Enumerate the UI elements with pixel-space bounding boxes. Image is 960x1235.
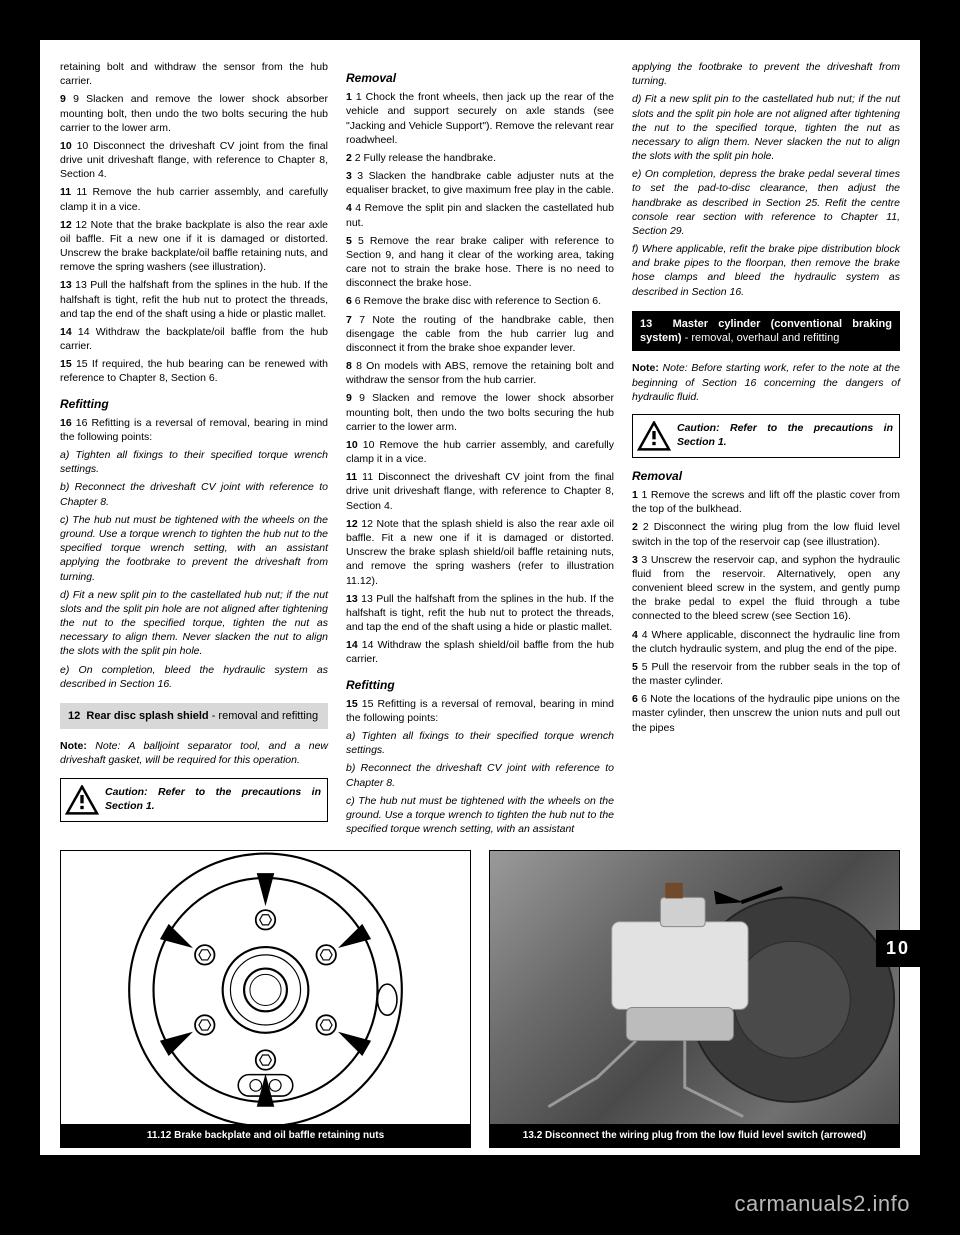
list-item: b) Reconnect the driveshaft CV joint wit…	[346, 761, 614, 789]
caution-box: Caution: Refer to the precautions in Sec…	[60, 778, 328, 822]
body-text: 10 10 Remove the hub carrier assembly, a…	[346, 438, 614, 466]
caution-box: Caution: Refer to the precautions in Sec…	[632, 414, 900, 458]
body-text: retaining bolt and withdraw the sensor f…	[60, 60, 328, 88]
column-2: Removal 1 1 Chock the front wheels, then…	[346, 60, 614, 840]
figure-row: 11.12 Brake backplate and oil baffle ret…	[40, 850, 920, 1154]
callout-arrow-icon	[714, 891, 743, 905]
figure-caption: 11.12 Brake backplate and oil baffle ret…	[60, 1125, 471, 1148]
figure-11-12: 11.12 Brake backplate and oil baffle ret…	[60, 850, 471, 1148]
caution-text: Caution: Refer to the precautions in Sec…	[677, 422, 893, 449]
list-item: e) On completion, bleed the hydraulic sy…	[60, 663, 328, 691]
body-text: 10 10 Disconnect the driveshaft CV joint…	[60, 139, 328, 182]
body-text: 12 12 Note that the brake backplate is a…	[60, 218, 328, 275]
removal-heading: Removal	[346, 70, 614, 86]
warning-triangle-icon	[65, 785, 99, 815]
list-item: e) On completion, depress the brake peda…	[632, 167, 900, 238]
photo-master-cylinder	[489, 850, 900, 1125]
warning-triangle-icon	[637, 421, 671, 451]
list-item: applying the footbrake to prevent the dr…	[632, 60, 900, 88]
body-text: 14 14 Withdraw the backplate/oil baffle …	[60, 325, 328, 353]
removal-heading: Removal	[632, 468, 900, 484]
note-text: Note: Note: Before starting work, refer …	[632, 361, 900, 404]
list-item: a) Tighten all fixings to their specifie…	[346, 729, 614, 757]
body-text: 11 11 Disconnect the driveshaft CV joint…	[346, 470, 614, 513]
body-text: 4 4 Where applicable, disconnect the hyd…	[632, 628, 900, 656]
figure-13-2: 13.2 Disconnect the wiring plug from the…	[489, 850, 900, 1148]
body-text: 5 5 Pull the reservoir from the rubber s…	[632, 660, 900, 688]
column-3: applying the footbrake to prevent the dr…	[632, 60, 900, 840]
diagram-hub-nuts	[60, 850, 471, 1125]
section-13-header: 13 Master cylinder (conventional braking…	[632, 311, 900, 352]
body-text: 7 7 Note the routing of the handbrake ca…	[346, 313, 614, 356]
body-text: 5 5 Remove the rear brake caliper with r…	[346, 234, 614, 291]
note-text: Note: Note: A balljoint separator tool, …	[60, 739, 328, 767]
refitting-heading: Refitting	[346, 677, 614, 693]
list-item: c) The hub nut must be tightened with th…	[346, 794, 614, 837]
list-item: c) The hub nut must be tightened with th…	[60, 513, 328, 584]
column-1: retaining bolt and withdraw the sensor f…	[60, 60, 328, 840]
body-text: 8 8 On models with ABS, remove the retai…	[346, 359, 614, 387]
hub-diagram-svg	[61, 851, 470, 1124]
manual-page: retaining bolt and withdraw the sensor f…	[40, 40, 920, 1155]
photo-overlay-svg	[490, 851, 899, 1124]
figure-caption: 13.2 Disconnect the wiring plug from the…	[489, 1125, 900, 1148]
page-tab: 10	[876, 930, 920, 967]
body-text: 14 14 Withdraw the splash shield/oil baf…	[346, 638, 614, 666]
list-item: f) Where applicable, refit the brake pip…	[632, 242, 900, 299]
body-text: 3 3 Slacken the handbrake cable adjuster…	[346, 169, 614, 197]
body-text: 15 15 If required, the hub bearing can b…	[60, 357, 328, 385]
watermark-text: carmanuals2.info	[734, 1191, 910, 1217]
list-item: d) Fit a new split pin to the castellate…	[632, 92, 900, 163]
body-text: 1 1 Chock the front wheels, then jack up…	[346, 90, 614, 147]
body-text: 6 6 Remove the brake disc with reference…	[346, 294, 614, 308]
body-text: 9 9 Slacken and remove the lower shock a…	[60, 92, 328, 135]
caution-text: Caution: Refer to the precautions in Sec…	[105, 786, 321, 813]
body-text: 3 3 Unscrew the reservoir cap, and sypho…	[632, 553, 900, 624]
list-item: a) Tighten all fixings to their specifie…	[60, 448, 328, 476]
body-text: 4 4 Remove the split pin and slacken the…	[346, 201, 614, 229]
body-text: 13 13 Pull the halfshaft from the spline…	[346, 592, 614, 635]
list-item: b) Reconnect the driveshaft CV joint wit…	[60, 480, 328, 508]
body-text: 6 6 Note the locations of the hydraulic …	[632, 692, 900, 735]
text-columns: retaining bolt and withdraw the sensor f…	[40, 40, 920, 850]
body-text: 13 13 Pull the halfshaft from the spline…	[60, 278, 328, 321]
list-item: d) Fit a new split pin to the castellate…	[60, 588, 328, 659]
body-text: 2 2 Disconnect the wiring plug from the …	[632, 520, 900, 548]
section-12-header: 12 Rear disc splash shield - removal and…	[60, 703, 328, 729]
body-text: 12 12 Note that the splash shield is als…	[346, 517, 614, 588]
body-text: 9 9 Slacken and remove the lower shock a…	[346, 391, 614, 434]
body-text: 1 1 Remove the screws and lift off the p…	[632, 488, 900, 516]
body-text: 15 15 Refitting is a reversal of removal…	[346, 697, 614, 725]
body-text: 11 11 Remove the hub carrier assembly, a…	[60, 185, 328, 213]
body-text: 16 16 Refitting is a reversal of removal…	[60, 416, 328, 444]
refitting-heading: Refitting	[60, 396, 328, 412]
body-text: 2 2 Fully release the handbrake.	[346, 151, 614, 165]
